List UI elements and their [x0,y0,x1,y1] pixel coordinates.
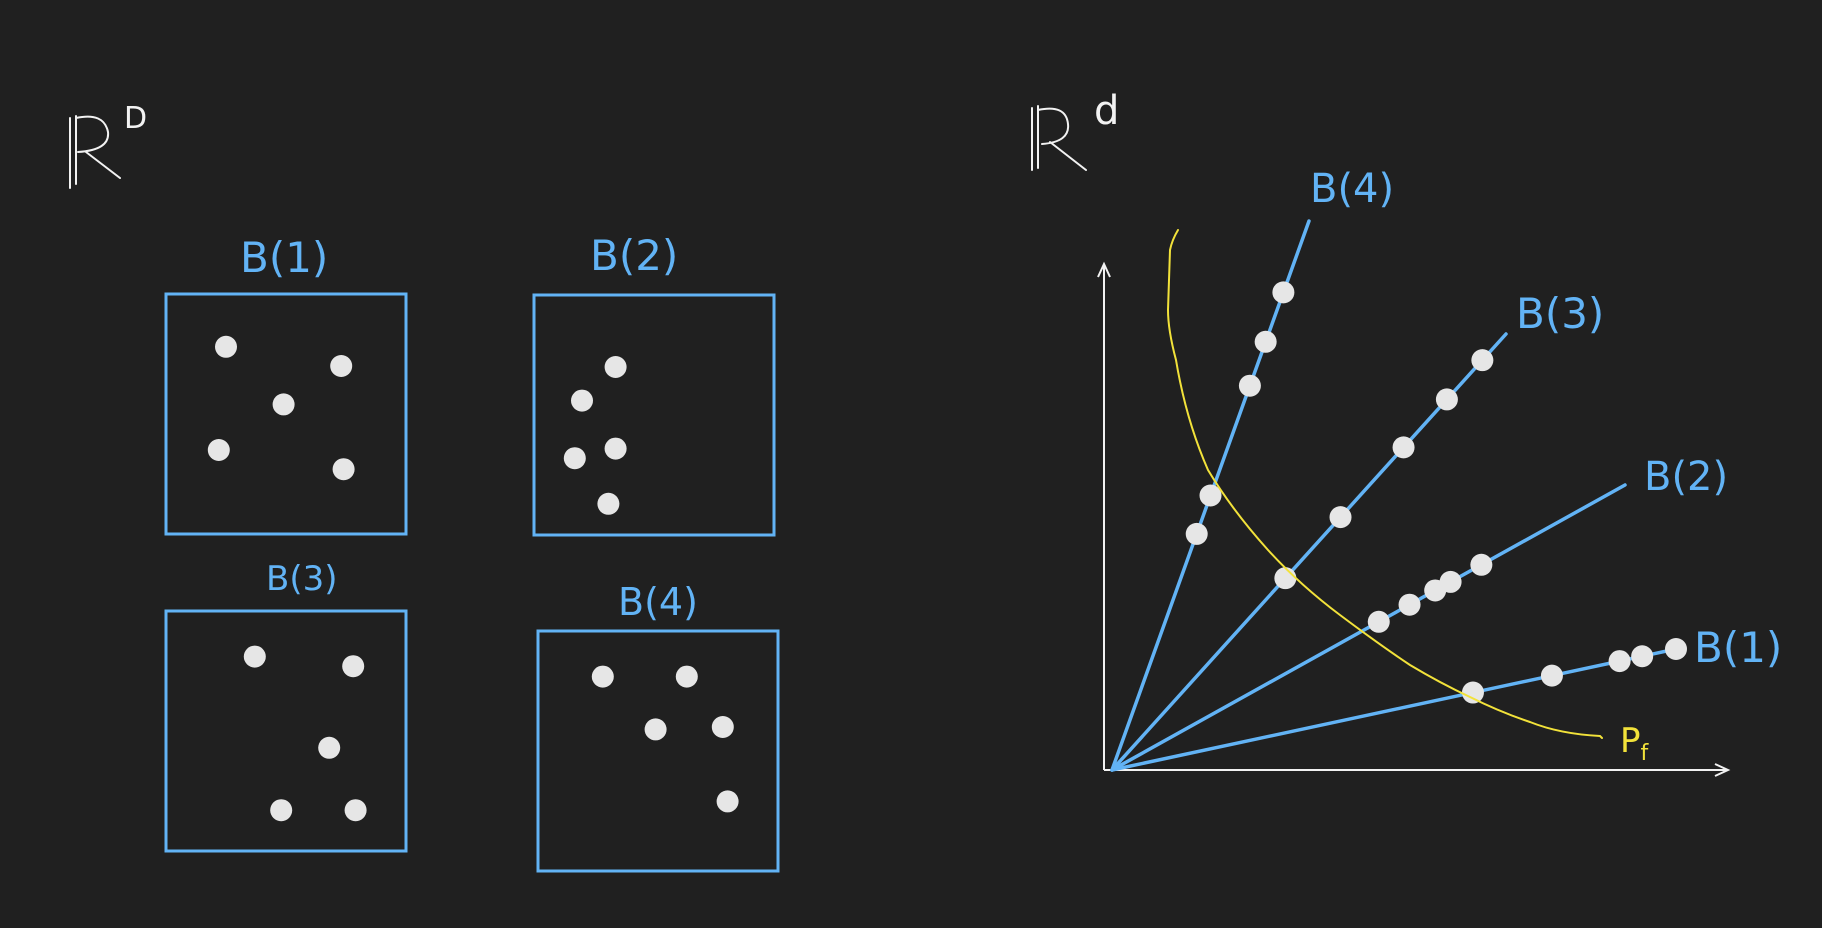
left-space-R-glyph [69,115,121,189]
box-point [243,645,266,668]
box-b4: B(4) [536,580,780,873]
box-point [332,458,355,481]
box-point [604,356,627,378]
box-point [207,439,230,461]
ray-b3-label: B(3) [1516,289,1604,338]
left-space-label: D [69,101,147,189]
curve-pf-label: Pf [1620,721,1650,766]
right-space-label: d [1031,88,1119,171]
box-point [270,799,293,822]
box-b1-frame [164,292,408,536]
ray-point [1392,436,1415,459]
rays: B(4) B(3) B(2) B(1) [1110,166,1782,772]
box-point [644,718,667,741]
box-point [675,665,698,688]
right-space-superscript: d [1094,88,1119,134]
ray-point [1367,610,1390,633]
y-axis-arrowhead [1097,261,1111,278]
ray-point [1435,388,1458,411]
box-b2-label: B(2) [590,231,678,280]
ray-point [1329,506,1352,529]
box-b2: B(2) [532,231,776,537]
ray-b1-label: B(1) [1694,623,1782,672]
box-b3-frame [164,609,408,853]
box-point [711,716,734,738]
ray-point [1398,593,1421,616]
ray-line [1110,483,1627,772]
ray-point [1254,330,1277,353]
ray-point [1608,650,1631,673]
curve-pf-main: P [1620,721,1641,761]
box-b3: B(3) [164,559,408,853]
box-point [597,492,620,515]
box-b4-label: B(4) [618,580,698,624]
ray-point [1665,638,1687,660]
axes [1097,261,1731,777]
box-point [342,655,365,678]
ray-point [1470,553,1493,576]
ray-point [1185,522,1208,545]
box-point [604,437,627,460]
box-point [215,335,237,358]
box-point [591,665,614,688]
box-point [344,799,367,822]
right-space-R-glyph [1031,105,1087,171]
curve-pf: Pf [1166,229,1650,766]
box-b1-label: B(1) [240,233,328,282]
ray-point [1439,570,1462,593]
ray-point [1631,645,1654,668]
left-space-superscript: D [124,101,147,136]
box-b4-frame [536,629,780,873]
ray-b3: B(3) [1110,289,1604,772]
box-point [330,355,353,377]
x-axis-arrowhead [1714,763,1731,777]
box-point [563,447,586,470]
ray-point [1540,664,1563,687]
box-b1: B(1) [164,233,408,536]
ray-point [1199,484,1222,507]
ray-b2: B(2) [1110,454,1728,772]
ray-b4: B(4) [1110,166,1394,772]
box-point [318,736,341,759]
curve-pf-line [1166,229,1603,739]
ray-point [1471,349,1494,372]
curve-pf-subscript: f [1641,741,1650,766]
ray-point [1272,281,1295,304]
ray-point [1274,567,1297,590]
ray-point [1238,374,1261,397]
ray-b2-label: B(2) [1644,454,1728,500]
box-point [716,790,739,813]
ray-b4-label: B(4) [1310,166,1394,212]
ray-line [1110,647,1678,772]
ray-point [1461,681,1484,704]
box-point [272,393,295,416]
box-b2-frame [532,293,776,537]
box-point [571,389,593,412]
box-b3-label: B(3) [266,559,338,599]
ray-b1: B(1) [1110,623,1782,772]
